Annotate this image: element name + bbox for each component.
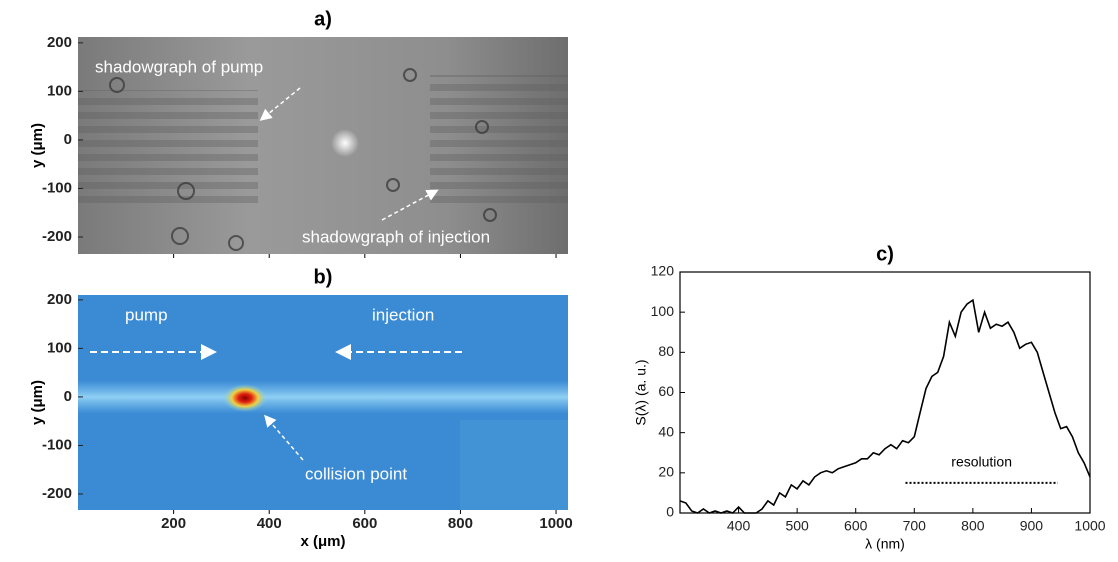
y-tick-label: 100 — [47, 339, 72, 356]
x-tick-label: 700 — [903, 518, 927, 534]
y-tick-label: -100 — [42, 179, 72, 196]
y-axis-label: S(λ) (a. u.) — [633, 359, 649, 425]
annotation: injection — [372, 305, 434, 324]
x-tick-label: 800 — [448, 515, 473, 532]
y-tick-label: 80 — [658, 343, 674, 359]
x-tick-label: 900 — [1020, 518, 1044, 534]
y-tick-label: 200 — [47, 291, 72, 308]
annotation: resolution — [951, 454, 1012, 470]
y-tick-label: 100 — [47, 82, 72, 99]
y-tick-label: 0 — [666, 504, 674, 520]
image-a: shadowgraph of pump shadowgraph of injec… — [78, 37, 568, 254]
arrow — [381, 189, 439, 221]
x-tick-label: 600 — [352, 515, 377, 532]
arrow — [264, 414, 304, 461]
x-axis-label: λ (nm) — [865, 536, 905, 552]
y-tick-label: 0 — [64, 388, 72, 405]
x-tick-label: 800 — [961, 518, 985, 534]
x-tick-label: 500 — [785, 518, 809, 534]
y-tick-label: -100 — [42, 436, 72, 453]
x-tick-label: 200 — [161, 515, 186, 532]
annotation: shadowgraph of pump — [95, 57, 263, 76]
x-axis-label: x (μm) — [300, 533, 345, 550]
arrow — [259, 87, 301, 121]
y-tick-label: 120 — [651, 263, 675, 279]
x-tick-label: 1000 — [1074, 518, 1105, 534]
panel-title: a) — [314, 8, 332, 30]
annotation: shadowgraph of injection — [302, 227, 490, 246]
y-tick-label: -200 — [42, 228, 72, 245]
y-tick-label: 60 — [658, 383, 674, 399]
y-axis-label: y (μm) — [29, 380, 46, 425]
x-tick-label: 1000 — [539, 515, 572, 532]
panel-title: b) — [314, 266, 333, 288]
y-tick-label: -200 — [42, 485, 72, 502]
x-tick-label: 400 — [727, 518, 751, 534]
y-tick-label: 40 — [658, 423, 674, 439]
panel-title: c) — [876, 243, 894, 265]
x-tick-label: 400 — [257, 515, 282, 532]
image-b: pump injection collision point — [78, 295, 568, 510]
y-tick-label: 100 — [651, 303, 675, 319]
y-tick-label: 200 — [47, 34, 72, 51]
spectrum-line — [679, 298, 1091, 514]
annotation: collision point — [305, 464, 407, 483]
y-axis-label: y (μm) — [29, 123, 46, 168]
y-tick-label: 20 — [658, 464, 674, 480]
plot-frame — [679, 271, 1091, 514]
y-tick-label: 0 — [64, 131, 72, 148]
annotation: pump — [125, 305, 168, 324]
x-tick-label: 600 — [844, 518, 868, 534]
